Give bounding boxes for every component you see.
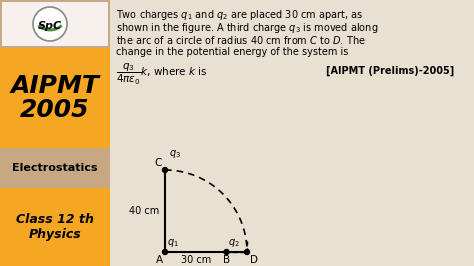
- Text: Two charges $q_1$ and $q_2$ are placed 30 cm apart, as: Two charges $q_1$ and $q_2$ are placed 3…: [116, 8, 363, 22]
- Text: B: B: [223, 255, 230, 265]
- Text: 30 cm: 30 cm: [181, 255, 211, 265]
- Text: SpC: SpC: [38, 21, 62, 31]
- Text: C: C: [155, 158, 162, 168]
- Text: Class 12 th
Physics: Class 12 th Physics: [16, 213, 94, 241]
- Circle shape: [33, 7, 67, 41]
- Bar: [110, 0, 474, 266]
- Text: change in the potential energy of the system is: change in the potential energy of the sy…: [116, 47, 348, 57]
- Text: D: D: [250, 255, 258, 265]
- Text: $q_1$: $q_1$: [167, 237, 179, 249]
- Text: $q_3$: $q_3$: [169, 148, 181, 160]
- Circle shape: [224, 250, 229, 255]
- Bar: [2, 2, 108, 46]
- Bar: [0, 148, 110, 188]
- Text: shown in the figure. A third charge $q_3$ is moved along: shown in the figure. A third charge $q_3…: [116, 21, 378, 35]
- Text: $q_2$: $q_2$: [228, 237, 240, 249]
- Text: 40 cm: 40 cm: [129, 206, 159, 216]
- Bar: [0, 48, 110, 148]
- Text: AIPMT
2005: AIPMT 2005: [10, 74, 100, 122]
- Text: Electrostatics: Electrostatics: [12, 163, 98, 173]
- Circle shape: [163, 168, 167, 172]
- Bar: [0, 188, 110, 266]
- Text: A: A: [156, 255, 163, 265]
- Text: $\dfrac{q_3}{4\pi\varepsilon_0}$$k$, where $k$ is: $\dfrac{q_3}{4\pi\varepsilon_0}$$k$, whe…: [116, 62, 208, 87]
- Text: the arc of a circle of radius 40 cm from $C$ to $D$. The: the arc of a circle of radius 40 cm from…: [116, 34, 366, 46]
- Circle shape: [163, 250, 167, 255]
- Circle shape: [245, 250, 249, 255]
- Text: [AIPMT (Prelims)-2005]: [AIPMT (Prelims)-2005]: [326, 66, 454, 76]
- Bar: [0, 0, 110, 48]
